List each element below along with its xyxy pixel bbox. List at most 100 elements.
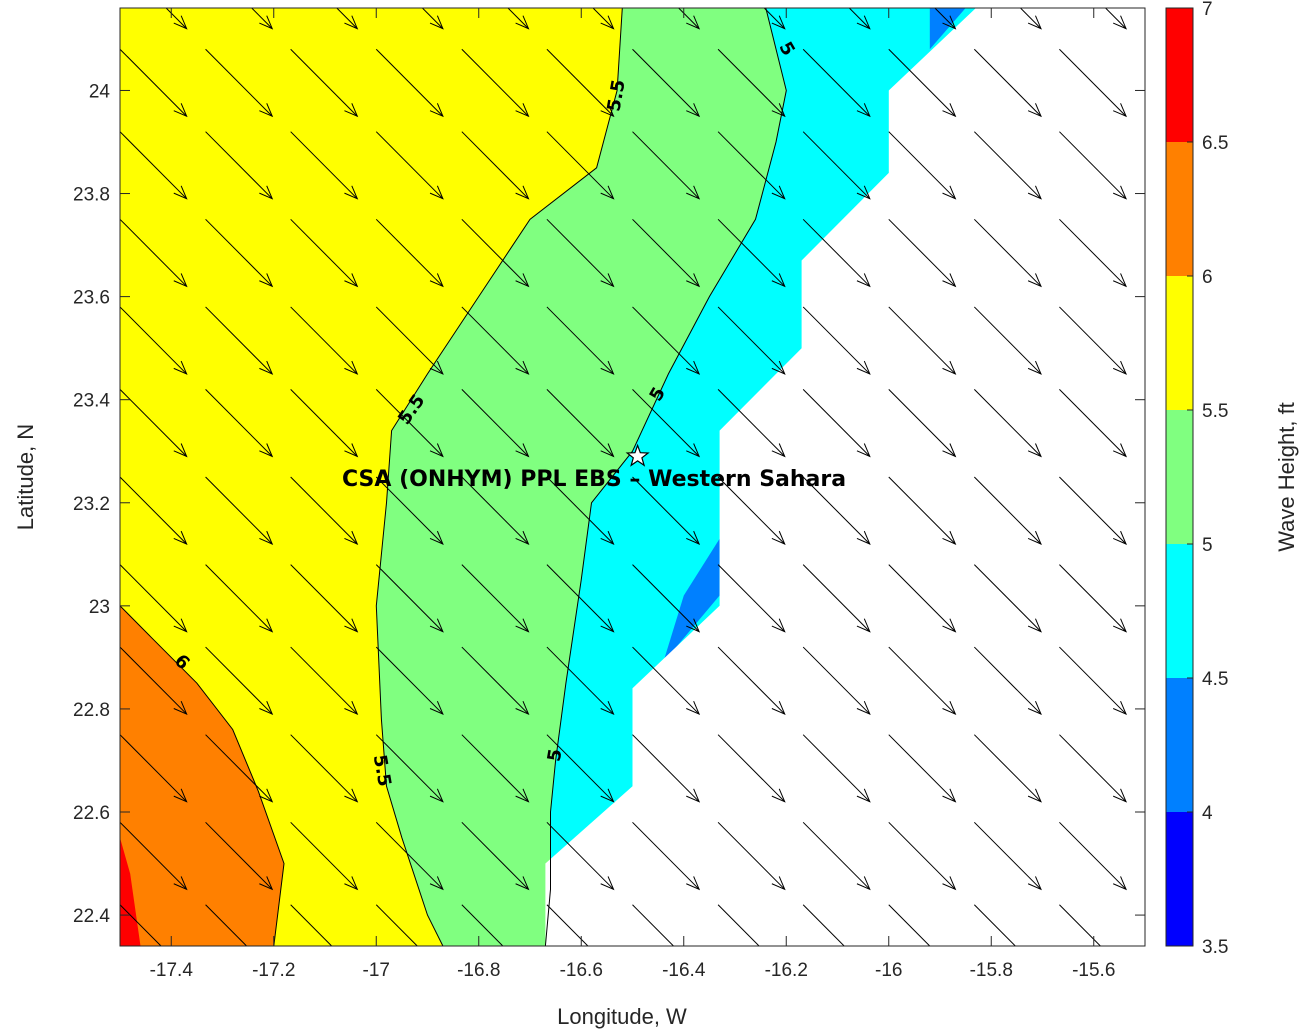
colorbar-segment — [1166, 276, 1193, 410]
wave-arrow — [888, 218, 957, 288]
colorbar: 3.5 4 4.5 5 5.5 6 6.5 7 — [1165, 0, 1228, 958]
wave-arrow — [632, 218, 701, 288]
wave-arrow — [802, 306, 871, 375]
wave-arrow — [717, 821, 786, 891]
wave-arrow — [461, 131, 530, 200]
wave-arrow — [717, 476, 786, 545]
colorbar-segment — [1166, 410, 1193, 544]
contour-fill-layer — [120, 8, 1145, 946]
wave-arrow — [421, 8, 444, 30]
wave-arrow — [848, 8, 871, 30]
wave-arrow — [375, 821, 444, 891]
wave-arrow — [375, 564, 444, 633]
colorbar-label: Wave Height, ft — [1274, 402, 1299, 552]
wave-arrow — [120, 476, 188, 545]
wave-arrow — [546, 306, 615, 375]
x-tick-label: -16.6 — [560, 960, 603, 981]
wave-arrow — [375, 218, 444, 288]
wave-arrow — [546, 904, 589, 946]
wave-arrow — [802, 821, 871, 891]
wave-arrow — [677, 8, 701, 30]
wave-arrow — [375, 389, 444, 458]
y-tick-label: 23.2 — [73, 494, 110, 515]
colorbar-segment — [1166, 544, 1193, 678]
wave-arrow — [592, 8, 615, 30]
wave-arrow — [1059, 306, 1127, 375]
wave-direction-arrows — [120, 8, 1145, 946]
wave-arrow — [632, 821, 701, 891]
wave-arrow — [205, 389, 274, 458]
wave-arrow — [632, 306, 701, 375]
wave-arrow — [1059, 564, 1127, 633]
x-tick-label: -17 — [363, 960, 390, 981]
wave-arrow — [717, 218, 786, 288]
wave-arrow — [461, 48, 530, 118]
wave-arrow — [802, 218, 871, 288]
x-tick-label: -16.2 — [765, 960, 808, 981]
wave-arrow — [375, 904, 418, 946]
wave-arrow — [888, 734, 957, 803]
wave-arrow — [973, 131, 1042, 200]
wave-arrow — [205, 48, 274, 118]
wave-arrow — [632, 48, 701, 118]
wave-arrow — [888, 476, 957, 545]
wave-arrow — [802, 646, 871, 716]
wave-arrow — [973, 564, 1042, 633]
land-area — [545, 8, 1145, 946]
wave-arrow — [290, 476, 359, 545]
wave-arrow — [1104, 8, 1127, 30]
colorbar-tick-label: 3.5 — [1202, 937, 1228, 958]
contour-region-6.5-7 — [120, 837, 141, 946]
wave-arrow — [507, 8, 530, 30]
wave-arrow — [205, 904, 248, 946]
wave-arrow — [290, 734, 359, 803]
wave-arrow — [888, 904, 931, 946]
wave-arrow — [934, 8, 957, 30]
colorbar-tick-label: 6 — [1202, 267, 1213, 288]
contour-line-6 — [120, 605, 285, 946]
wave-arrow — [120, 306, 188, 375]
wave-arrow — [290, 131, 359, 200]
colorbar-segment — [1166, 678, 1193, 812]
wave-arrow — [205, 821, 274, 891]
wave-arrow — [888, 389, 957, 458]
wave-arrow — [1059, 734, 1127, 803]
wave-arrow — [461, 646, 530, 716]
wave-arrow — [888, 564, 957, 633]
wave-arrow — [546, 646, 615, 716]
wave-arrow — [120, 48, 188, 118]
wave-arrow — [632, 131, 701, 200]
wave-arrow — [888, 821, 957, 891]
wave-arrow — [973, 646, 1042, 716]
y-tick-label: 23.4 — [73, 391, 110, 412]
x-tick-label: -17.2 — [252, 960, 295, 981]
wave-arrow — [375, 646, 444, 716]
contour-region-4-4.5 — [929, 8, 966, 50]
wave-arrow — [717, 646, 786, 716]
y-axis-label: Latitude, N — [13, 424, 38, 530]
wave-arrow — [461, 306, 530, 375]
x-axis-ticks: -17.4 -17.2 -17 -16.8 -16.6 -16.4 -16.2 -16 -15.… — [150, 8, 1115, 981]
wave-arrow — [1059, 476, 1127, 545]
wave-arrow — [290, 904, 333, 946]
wave-arrow — [461, 821, 530, 891]
y-tick-label: 24 — [89, 81, 111, 102]
wave-arrow — [205, 131, 274, 200]
wave-arrow — [802, 904, 845, 946]
wave-arrow — [205, 218, 274, 288]
x-tick-label: -16.8 — [457, 960, 500, 981]
colorbar-tick-label: 6.5 — [1202, 133, 1228, 154]
colorbar-segment — [1166, 812, 1193, 946]
wave-arrow — [546, 389, 615, 458]
wave-arrow — [546, 734, 615, 803]
wave-arrow — [290, 646, 359, 716]
wave-arrow — [973, 904, 1017, 946]
wave-arrow — [290, 48, 359, 118]
wave-arrow — [1059, 904, 1102, 946]
wave-arrow — [802, 389, 871, 458]
colorbar-frame — [1165, 7, 1194, 947]
colorbar-segment — [1166, 8, 1193, 142]
site-annotation: CSA (ONHYM) PPL EBS – Western Sahara — [342, 467, 846, 492]
wave-arrow — [120, 821, 188, 891]
